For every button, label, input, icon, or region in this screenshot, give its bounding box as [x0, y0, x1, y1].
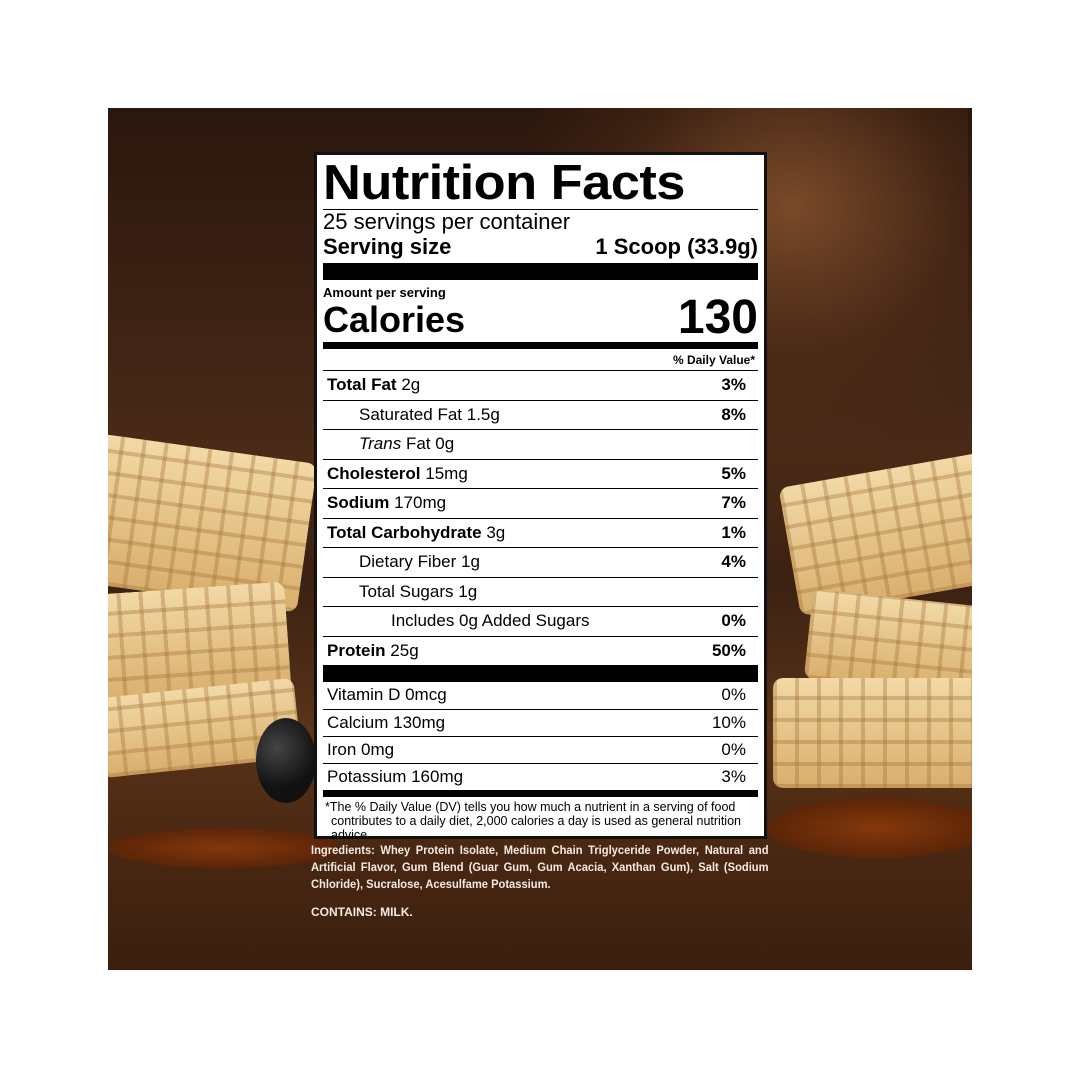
nutrient-name: Dietary Fiber: [359, 552, 457, 571]
nutrient-name-amount: Total Carbohydrate 3g: [323, 519, 505, 548]
nutrient-name-amount: Sodium 170mg: [323, 489, 446, 518]
waffle-right-bottom: [773, 678, 972, 788]
nutrient-name-amount: Total Sugars 1g: [323, 578, 477, 607]
nutrient-name: Trans: [359, 434, 402, 453]
nutrient-amount: 1g: [461, 552, 480, 571]
vitamin-name: Calcium 130mg: [327, 713, 446, 732]
nutrient-amount: 1.5g: [466, 404, 500, 424]
nutrient-amount: 1g: [458, 581, 478, 601]
nutrient-row: Trans Fat 0g: [323, 429, 758, 459]
amount-per-serving: Amount per serving: [323, 285, 446, 300]
serving-size: Serving size 1 Scoop (33.9g): [323, 234, 758, 260]
nutrient-amount: 170mg: [394, 493, 447, 512]
thick-divider: [323, 665, 758, 682]
nutrient-daily-value: 1%: [721, 522, 746, 542]
nutrient-row: Protein 25g 50%: [323, 635, 758, 666]
nutrient-name-amount: Saturated Fat 1.5g: [323, 401, 500, 430]
daily-value-header: % Daily Value*: [672, 353, 755, 367]
calories-row: Calories 130: [323, 294, 758, 342]
nutrient-name-amount: Cholesterol 15mg: [323, 460, 468, 489]
vitamin-name: Potassium 160mg: [327, 767, 464, 786]
nutrient-name-suffix: Fat: [405, 434, 431, 453]
medium-divider: [323, 790, 758, 797]
vitamin-row: Potassium 160mg 3%: [323, 763, 758, 790]
nutrient-name-amount: Includes 0g Added Sugars: [323, 607, 589, 636]
nutrient-daily-value: 50%: [711, 640, 746, 660]
nutrient-name: Total Fat: [327, 375, 397, 394]
nutrient-amount: 2g: [401, 375, 421, 394]
vitamin-daily-value: 10%: [711, 713, 746, 732]
vitamin-daily-value: 0%: [721, 740, 746, 759]
blackberry: [256, 718, 316, 803]
nutrient-daily-value: 3%: [721, 375, 746, 394]
serving-size-value: 1 Scoop (33.9g): [595, 234, 758, 259]
nutrient-amount: 15mg: [425, 463, 468, 483]
nutrient-list: Total Fat 2g 3% Saturated Fat 1.5g 8% Trans …: [323, 370, 758, 665]
waffle-right-top: [778, 449, 972, 617]
vitamin-name: Iron 0mg: [327, 740, 395, 759]
nutrient-row: Dietary Fiber 1g 4%: [323, 547, 758, 577]
nutrient-daily-value: 7%: [721, 493, 746, 512]
calories-value: 130: [677, 291, 758, 344]
vitamin-daily-value: 0%: [721, 685, 746, 704]
vitamin-list: Vitamin D 0mcg 0% Calcium 130mg 10% Iron 0mg…: [323, 682, 758, 790]
ingredients-text: Ingredients: Whey Protein Isolate, Mediu…: [311, 843, 769, 891]
nutrient-daily-value: 4%: [721, 552, 746, 571]
nutrient-name: Sodium: [327, 493, 390, 512]
daily-value-footnote: *The % Daily Value (DV) tells you how mu…: [325, 800, 741, 842]
servings-per-container: 25 servings per container: [323, 209, 571, 234]
nutrient-row: Sodium 170mg 7%: [323, 488, 758, 518]
vitamin-row: Vitamin D 0mcg 0%: [323, 682, 758, 709]
calories-label: Calories: [323, 299, 466, 340]
nutrient-amount: 25g: [390, 640, 419, 660]
nutrient-name: Protein: [327, 640, 386, 660]
nutrient-row: Includes 0g Added Sugars 0%: [323, 606, 758, 636]
serving-size-label: Serving size: [323, 234, 452, 259]
thick-divider: [323, 263, 758, 280]
nutrient-daily-value: 5%: [721, 463, 746, 483]
medium-divider: [323, 342, 758, 349]
nutrient-name: Saturated Fat: [359, 404, 463, 424]
nutrient-row: Saturated Fat 1.5g 8%: [323, 399, 758, 430]
nutrient-name: Cholesterol: [327, 463, 421, 483]
nutrient-name: Includes 0g Added Sugars: [391, 611, 590, 630]
nutrient-amount: 0g: [435, 434, 455, 453]
syrup-left: [108, 828, 338, 868]
nutrient-amount: 3g: [486, 522, 506, 542]
vitamin-name: Vitamin D 0mcg: [327, 685, 447, 704]
label-title: Nutrition Facts: [323, 156, 685, 210]
nutrition-facts-label: Nutrition Facts 25 servings per containe…: [314, 152, 767, 842]
vitamin-row: Calcium 130mg 10%: [323, 709, 758, 736]
allergen-statement: CONTAINS: MILK.: [311, 905, 413, 919]
nutrient-row: Total Carbohydrate 3g 1%: [323, 517, 758, 548]
syrup-right: [768, 798, 972, 858]
nutrient-name: Total Carbohydrate: [327, 522, 482, 542]
nutrient-name-amount: Protein 25g: [323, 637, 419, 666]
nutrient-name: Total Sugars: [359, 581, 454, 601]
nutrient-row: Cholesterol 15mg 5%: [323, 458, 758, 489]
nutrient-daily-value: 8%: [721, 404, 746, 424]
nutrient-row: Total Fat 2g 3%: [323, 370, 758, 400]
nutrient-name-amount: Dietary Fiber 1g: [323, 548, 480, 577]
vitamin-row: Iron 0mg 0%: [323, 736, 758, 763]
nutrient-name-amount: Trans Fat 0g: [323, 430, 454, 459]
nutrient-daily-value: 0%: [721, 611, 746, 630]
nutrient-row: Total Sugars 1g: [323, 576, 758, 607]
nutrient-name-amount: Total Fat 2g: [323, 371, 420, 400]
vitamin-daily-value: 3%: [721, 767, 746, 786]
